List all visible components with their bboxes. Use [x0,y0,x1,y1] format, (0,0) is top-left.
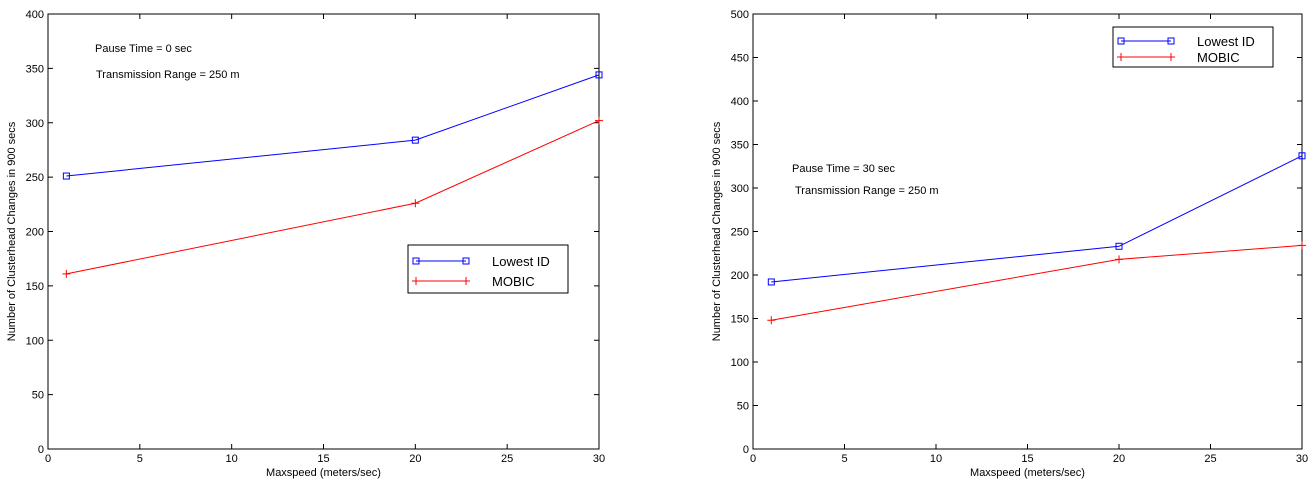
legend-marker [412,277,420,285]
y-tick-label: 50 [737,401,749,413]
series-line [66,74,600,177]
legend-marker [462,277,470,285]
data-point [1115,242,1123,250]
y-tick-label: 200 [26,227,44,239]
data-point [1298,241,1306,250]
legend-box [407,244,569,294]
data-point [595,71,603,79]
series-line [771,155,1303,283]
y-tick-label: 400 [26,9,44,21]
legend-marker [1167,53,1175,61]
data-point [62,172,70,180]
data-point [767,278,775,286]
series-mobic [62,116,603,278]
x-tick-label: 20 [409,453,421,465]
y-tick-label: 250 [26,172,44,184]
x-tick-label: 25 [501,453,513,465]
chart-2: 0 5 10 15 20 25 300501001502002503003504004505… [711,9,1308,479]
data-point [595,116,603,125]
legend-marker [1117,53,1125,61]
y-tick-label: 100 [731,357,749,369]
data-point [767,316,776,325]
annotation: Pause Time = 0 sec [95,43,192,55]
plot-frame [752,13,1303,450]
data-point [411,199,420,208]
y-tick-label: 400 [731,96,749,108]
y-axis-label: Number of Clusterhead Changes in 900 sec… [6,121,18,341]
y-tick-label: 350 [26,63,44,75]
y-tick-label: 100 [26,335,44,347]
x-tick-label: 0 [750,453,756,465]
y-tick-label: 0 [38,444,44,456]
legend: Lowest ID MOBIC [407,244,569,294]
annotation: Transmission Range = 250 m [96,69,240,81]
x-tick-label: 5 [841,453,847,465]
data-point [1298,152,1306,160]
x-axis-label: Maxspeed (meters/sec) [970,467,1085,479]
y-tick-label: 450 [731,53,749,65]
legend-marker [1117,37,1125,45]
legend-marker [462,257,470,265]
x-tick-label: 10 [226,453,238,465]
y-tick-label: 50 [32,390,44,402]
series-lowest-id [767,152,1306,286]
y-axis-label: Number of Clusterhead Changes in 900 sec… [711,121,723,341]
y-tick-label: 500 [731,9,749,21]
x-tick-label: 10 [930,453,942,465]
y-tick-label: 250 [731,227,749,239]
legend-label: Lowest ID [492,254,550,269]
x-tick-label: 30 [1296,453,1308,465]
x-axis-label: Maxspeed (meters/sec) [266,467,381,479]
legend-label: Lowest ID [1197,34,1255,49]
y-tick-label: 200 [731,270,749,282]
legend-label: MOBIC [1197,50,1240,65]
data-point [1115,255,1123,264]
legend-marker [412,257,420,265]
x-tick-label: 5 [137,453,143,465]
legend-box [1112,26,1274,68]
series-line [771,244,1303,321]
annotation: Pause Time = 30 sec [792,163,896,175]
y-tick-label: 350 [731,140,749,152]
x-tick-label: 15 [317,453,329,465]
series-mobic [767,241,1306,325]
y-tick-label: 300 [731,183,749,195]
x-tick-label: 30 [593,453,605,465]
y-tick-label: 300 [26,118,44,130]
x-tick-label: 15 [1021,453,1033,465]
data-point [411,136,419,144]
y-tick-label: 150 [26,281,44,293]
y-tick-label: 0 [743,444,749,456]
y-tick-label: 150 [731,314,749,326]
annotation: Transmission Range = 250 m [795,185,939,197]
x-tick-label: 25 [1204,453,1216,465]
x-tick-label: 0 [45,453,51,465]
data-point [62,269,71,278]
x-tick-label: 20 [1113,453,1125,465]
chart-1: 0 5 10 15 20 25 30050100150200250300350400Maxs… [6,9,605,479]
legend-label: MOBIC [492,274,535,289]
legend-marker [1167,37,1175,45]
series-lowest-id [62,71,603,180]
